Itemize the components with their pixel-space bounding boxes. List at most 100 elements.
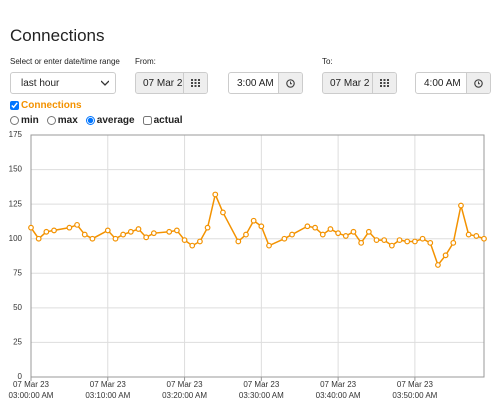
x-tick-label: 03:00:00 AM: [9, 391, 54, 400]
y-tick-label: 0: [18, 372, 23, 381]
data-point: [127, 228, 134, 235]
calendar-button[interactable]: [183, 73, 207, 93]
data-point: [35, 235, 42, 242]
data-point: [388, 242, 395, 249]
legend-entry: Connections: [21, 100, 82, 111]
range-select[interactable]: last hour: [10, 72, 116, 94]
from-date[interactable]: 07 Mar 23: [135, 72, 208, 94]
actual-checkbox[interactable]: actual: [142, 115, 183, 126]
data-point: [66, 224, 73, 231]
y-tick-label: 75: [13, 268, 22, 277]
data-point: [396, 237, 403, 243]
y-tick-label: 150: [9, 165, 23, 174]
data-point: [473, 233, 480, 239]
clock-button[interactable]: [278, 73, 302, 93]
data-point: [43, 228, 50, 235]
from-time-value: 3:00 AM: [237, 77, 274, 89]
calendar-button[interactable]: [372, 73, 396, 93]
actual-checkbox-input[interactable]: [142, 116, 152, 125]
data-point: [442, 252, 449, 259]
aggregate-radio-label: max: [57, 115, 78, 126]
data-point: [458, 202, 464, 209]
data-point: [51, 227, 57, 234]
aggregate-radio-input[interactable]: [10, 116, 19, 125]
data-point: [450, 239, 457, 246]
series-toggle[interactable]: Connections: [10, 100, 82, 111]
from-date-value: 07 Mar 23: [143, 77, 183, 89]
data-point: [220, 209, 226, 216]
data-point: [28, 224, 34, 231]
data-point: [143, 234, 150, 241]
x-tick-label: 03:10:00 AM: [85, 391, 130, 400]
data-point: [435, 262, 441, 268]
data-point: [266, 242, 272, 249]
actual-checkbox-label: actual: [153, 115, 183, 126]
data-point: [120, 231, 127, 238]
data-point: [104, 227, 111, 234]
data-point: [419, 235, 426, 242]
aggregate-radio[interactable]: average: [85, 115, 135, 126]
to-label: To:: [322, 57, 333, 66]
clock-button[interactable]: [466, 73, 490, 93]
series-checkbox[interactable]: [10, 101, 19, 110]
aggregate-radio-input[interactable]: [85, 116, 95, 125]
data-point: [427, 239, 434, 246]
data-point: [289, 231, 295, 238]
data-point: [89, 235, 96, 242]
x-tick-label: 03:50:00 AM: [392, 391, 437, 400]
y-tick-label: 100: [9, 234, 23, 243]
aggregate-radio-input[interactable]: [46, 116, 56, 125]
data-point: [381, 237, 388, 243]
data-point: [365, 228, 372, 235]
data-point: [342, 233, 349, 239]
to-time[interactable]: 4:00 AM: [415, 72, 491, 94]
data-point: [335, 230, 342, 237]
x-tick-label: 07 Mar 23: [167, 380, 204, 389]
x-tick-label: 07 Mar 23: [320, 380, 357, 389]
plot-border: [30, 134, 485, 378]
data-point: [74, 221, 80, 228]
series-line: [30, 192, 485, 267]
data-point: [481, 235, 487, 242]
data-point: [197, 238, 203, 245]
data-point: [204, 224, 211, 231]
x-tick-label: 03:20:00 AM: [162, 391, 207, 400]
data-point: [243, 231, 249, 238]
x-tick-label: 07 Mar 23: [90, 380, 127, 389]
from-label: From:: [135, 57, 156, 66]
data-point: [411, 238, 418, 245]
data-point: [350, 228, 357, 235]
data-point: [250, 217, 257, 224]
x-tick-label: 07 Mar 23: [13, 380, 50, 389]
x-tick-label: 07 Mar 23: [397, 380, 434, 389]
data-point: [281, 235, 288, 242]
y-tick-label: 50: [13, 303, 22, 312]
data-point: [181, 237, 188, 243]
to-date[interactable]: 07 Mar 23: [322, 72, 397, 94]
data-point: [235, 238, 242, 245]
aggregate-radio[interactable]: max: [46, 115, 78, 126]
data-point: [150, 230, 157, 237]
data-point: [112, 235, 119, 242]
aggregate-radio-label: min: [21, 115, 39, 126]
x-tick-label: 03:30:00 AM: [239, 391, 284, 400]
data-point: [173, 227, 180, 234]
data-point: [465, 231, 472, 238]
data-point: [212, 191, 219, 198]
from-time[interactable]: 3:00 AM: [228, 72, 303, 94]
y-tick-label: 25: [13, 338, 22, 347]
aggregate-radio[interactable]: min: [10, 115, 39, 126]
data-point: [304, 223, 311, 230]
data-point: [327, 226, 334, 232]
to-date-value: 07 Mar 23: [330, 77, 370, 89]
aggregate-options: min max average actual: [10, 115, 183, 126]
data-point: [81, 231, 88, 238]
y-tick-label: 125: [9, 199, 23, 208]
data-point: [358, 239, 365, 246]
data-point: [373, 237, 380, 243]
range-value: last hour: [21, 77, 60, 89]
dropdown-arrow: [101, 80, 109, 86]
chart: 0 25 50 75 100 125 150 175 07 Mar 23 03:00:00 AM 0…: [9, 130, 487, 400]
x-tick-label: 07 Mar 23: [243, 380, 280, 389]
